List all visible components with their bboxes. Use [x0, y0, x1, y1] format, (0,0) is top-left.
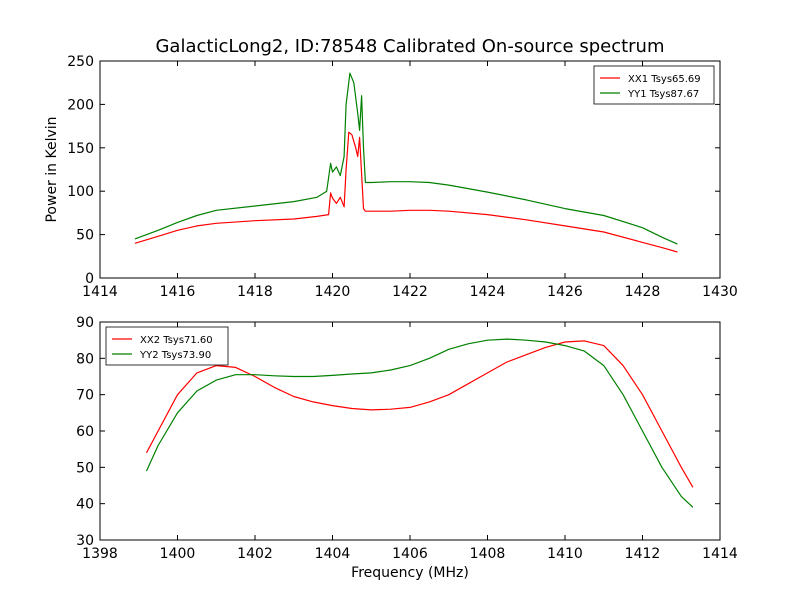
y-tick-label: 80 — [76, 351, 94, 367]
legend: XX2 Tsys71.60 YY2 Tsys73.90 — [105, 326, 229, 366]
y-tick-label: 60 — [76, 424, 94, 440]
x-tick-label: 1408 — [470, 546, 506, 562]
figure-title: GalacticLong2, ID:78548 Calibrated On-so… — [155, 36, 664, 57]
legend-label: XX2 Tsys71.60 — [140, 335, 213, 346]
y-tick-label: 250 — [67, 54, 94, 70]
x-tick-label: 1414 — [82, 284, 118, 300]
x-tick-label: 1414 — [702, 546, 738, 562]
x-tick-label: 1416 — [160, 284, 196, 300]
y-tick-label: 70 — [76, 388, 94, 404]
y-axis-title: Power in Kelvin — [44, 116, 60, 222]
legend-box — [593, 65, 715, 105]
top-panel: 1414 1416 1418 1420 1422 1424 1426 1428 1430 0 50 1… — [44, 54, 738, 300]
x-tick-label: 1422 — [392, 284, 428, 300]
x-tick-label: 1430 — [702, 284, 738, 300]
legend-label: XX1 Tsys65.69 — [628, 74, 701, 85]
x-tick-label: 1404 — [315, 546, 351, 562]
x-tick-label: 1406 — [392, 546, 428, 562]
x-axis-title: Frequency (MHz) — [351, 565, 469, 581]
x-tick-label: 1400 — [160, 546, 196, 562]
x-tick-label: 1410 — [547, 546, 583, 562]
y-tick-label: 0 — [85, 271, 94, 287]
x-tick-label: 1418 — [237, 284, 273, 300]
series-line-1 — [134, 72, 678, 245]
y-tick-label: 40 — [76, 497, 94, 513]
y-tick-label: 150 — [67, 141, 94, 157]
bottom-panel: 1398 1400 1402 1404 1406 1408 1410 1412 1414 30 40… — [76, 315, 738, 581]
series-line-0 — [145, 340, 694, 488]
y-tick-label: 50 — [76, 228, 94, 244]
x-tick-label: 1428 — [625, 284, 661, 300]
y-tick-label: 90 — [76, 315, 94, 331]
x-tick-label: 1420 — [315, 284, 351, 300]
x-tick-label: 1412 — [625, 546, 661, 562]
x-tick-label: 1398 — [82, 546, 118, 562]
legend-box — [105, 326, 229, 366]
y-tick-label: 100 — [67, 184, 94, 200]
x-tick-label: 1402 — [237, 546, 273, 562]
y-tick-label: 200 — [67, 97, 94, 113]
x-tick-label: 1426 — [547, 284, 583, 300]
legend-label: YY1 Tsys87.67 — [627, 89, 699, 100]
x-tick-label: 1424 — [470, 284, 506, 300]
y-tick-label: 30 — [76, 533, 94, 549]
y-tick-label: 50 — [76, 460, 94, 476]
series-line-1 — [145, 338, 694, 508]
legend: XX1 Tsys65.69 YY1 Tsys87.67 — [593, 65, 715, 105]
legend-label: YY2 Tsys73.90 — [139, 350, 211, 361]
series-line-0 — [134, 131, 678, 253]
